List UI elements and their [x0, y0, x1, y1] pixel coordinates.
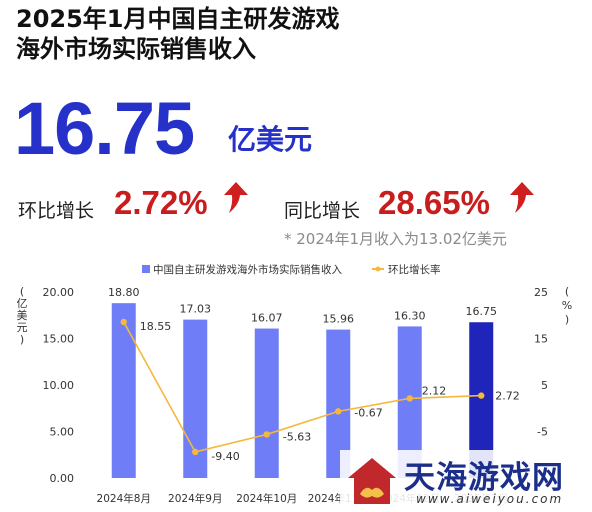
y-right-tick-label: 25 — [534, 286, 548, 299]
footnote: * 2024年1月收入为13.02亿美元 — [284, 230, 507, 248]
growth-value-label: 18.55 — [140, 320, 172, 333]
growth-point — [263, 431, 270, 438]
growth-value-label: 2.72 — [495, 390, 520, 403]
title-line-1: 2025年1月中国自主研发游戏 — [16, 5, 340, 33]
growth-point — [478, 392, 485, 399]
y-left-label-char: 亿 — [17, 297, 28, 310]
y-left-tick-label: 20.00 — [43, 286, 75, 299]
y-left-label-char: ( — [20, 285, 24, 298]
y-right-label-char: ) — [565, 313, 569, 326]
growth-point — [120, 318, 127, 326]
growth-value-label: -0.67 — [354, 406, 382, 419]
growth-point — [335, 408, 342, 415]
growth-point — [406, 395, 413, 402]
watermark-url: www.aiweiyou.com — [416, 492, 564, 506]
y-left-tick-label: 5.00 — [50, 426, 75, 439]
growth-point — [192, 448, 199, 456]
y-left-label-char: ) — [20, 333, 24, 346]
bar-value-label: 17.03 — [180, 303, 212, 316]
y-left-label-char: 美 — [17, 309, 28, 322]
mom-label: 环比增长 — [18, 200, 95, 222]
legend-marker-line — [375, 266, 381, 272]
bar — [254, 328, 279, 478]
bar-value-label: 16.75 — [466, 305, 498, 318]
revenue-chart: 中国自主研发游戏海外市场实际销售收入 环比增长率(亿美元)(%)20.0015.0… — [17, 263, 573, 505]
mom-value: 2.72% — [114, 184, 208, 221]
y-right-label-char: ( — [565, 285, 569, 298]
y-left-tick-label: 10.00 — [43, 379, 75, 392]
legend-swatch-bar — [142, 265, 150, 273]
x-tick-label: 2024年9月 — [168, 492, 222, 505]
title-line-2: 海外市场实际销售收入 — [16, 35, 256, 63]
bar-value-label: 18.80 — [108, 286, 140, 299]
growth-value-label: 2.12 — [422, 384, 447, 397]
chart-title: 2025年1月中国自主研发游戏 海外市场实际销售收入 — [16, 4, 576, 64]
y-right-tick-label: -5 — [537, 426, 548, 439]
y-right-tick-label: 5 — [541, 379, 548, 392]
bar — [111, 303, 136, 478]
headline-value: 16.75 — [14, 87, 195, 170]
y-left-tick-label: 15.00 — [43, 333, 75, 346]
legend-label-line: 环比增长率 — [388, 263, 441, 276]
growth-value-label: -9.40 — [211, 450, 239, 463]
headline-unit: 亿美元 — [228, 123, 313, 156]
growth-value-label: -5.63 — [283, 430, 311, 443]
bar-value-label: 16.07 — [251, 312, 283, 325]
house-logo-icon — [348, 458, 396, 504]
up-arrow-icon — [510, 182, 534, 213]
bar-value-label: 16.30 — [394, 309, 426, 322]
up-arrow-icon — [224, 182, 248, 213]
y-right-tick-label: 15 — [534, 333, 548, 346]
growth-line — [123, 321, 482, 453]
x-tick-label: 2024年10月 — [236, 492, 297, 505]
bar-value-label: 15.96 — [323, 313, 355, 326]
yoy-value: 28.65% — [378, 184, 490, 221]
y-left-label-char: 元 — [17, 321, 28, 334]
watermark-text: 天海游戏网 — [404, 460, 564, 496]
y-right-label-char: % — [562, 299, 572, 312]
y-left-tick-label: 0.00 — [50, 472, 75, 485]
legend-label-bar: 中国自主研发游戏海外市场实际销售收入 — [153, 263, 342, 276]
x-tick-label: 2024年8月 — [97, 492, 151, 505]
yoy-label: 同比增长 — [284, 200, 361, 222]
